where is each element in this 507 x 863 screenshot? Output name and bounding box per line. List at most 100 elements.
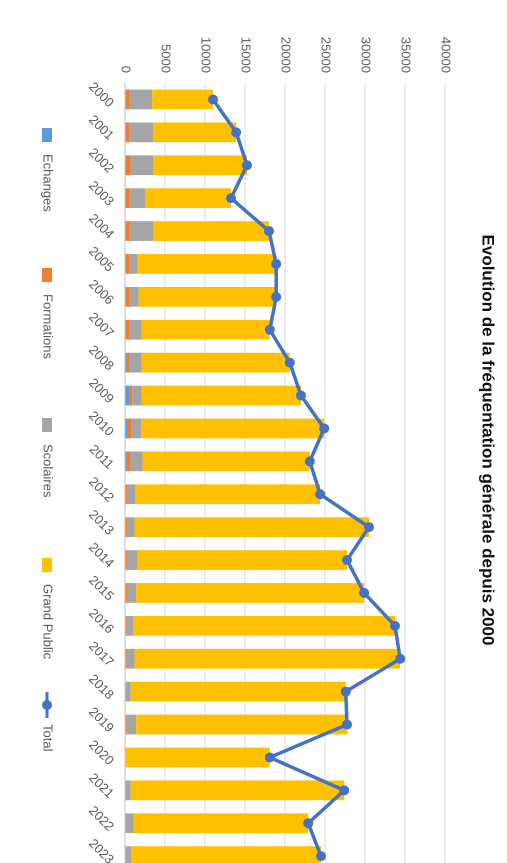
total-point: [390, 620, 400, 631]
bar-segment: [153, 155, 247, 176]
bar-segment: [129, 221, 153, 241]
x-tick-label: 2001: [86, 112, 117, 143]
bar-segment: [153, 221, 269, 241]
x-tick-label: 2021: [86, 770, 117, 801]
bar-segment: [125, 517, 128, 538]
bar-segment: [131, 418, 141, 439]
bar-segment: [125, 846, 132, 863]
bar-segment: [125, 747, 270, 768]
y-tick-label: 0: [119, 66, 134, 73]
x-tick-label: 2016: [86, 605, 117, 636]
bar-segment: [125, 615, 127, 636]
bar-segment: [136, 714, 347, 735]
bar-segment: [127, 418, 132, 439]
bar-segment: [127, 484, 136, 505]
bar-segment: [126, 352, 130, 373]
bar-segment: [125, 254, 129, 274]
bar-segment: [126, 714, 137, 735]
bar-segment: [124, 385, 130, 406]
total-point: [364, 522, 374, 533]
x-tick-label: 2023: [86, 836, 117, 863]
total-line: [211, 98, 403, 857]
bar-segment: [129, 122, 153, 143]
total-point: [208, 94, 218, 105]
total-point: [319, 423, 330, 434]
bar-segment: [125, 583, 128, 603]
y-tick-label: 20000: [279, 37, 294, 73]
bar-segment: [136, 583, 365, 603]
bar-segment: [127, 550, 137, 570]
total-point: [271, 258, 282, 269]
bar-segment: [129, 286, 139, 307]
x-tick-label: 2015: [86, 572, 117, 603]
legend-label: Grand Public: [41, 584, 56, 660]
x-tick-label: 2020: [86, 737, 117, 768]
x-tick-label: 2006: [86, 276, 117, 307]
x-tick-label: 2014: [86, 540, 117, 571]
bar-segment: [125, 648, 127, 669]
y-tick-label: 5000: [159, 44, 174, 73]
bar-segment: [135, 484, 321, 505]
bar-segment: [130, 681, 346, 702]
bar-segment: [125, 89, 130, 110]
total-point: [340, 686, 351, 697]
y-tick-label: 40000: [439, 37, 454, 73]
bar-segment: [126, 648, 135, 669]
bar-segment: [125, 188, 130, 209]
legend-point: [42, 700, 52, 710]
x-tick-label: 2011: [87, 442, 117, 472]
bar-segment: [132, 385, 142, 406]
total-point: [271, 291, 282, 302]
bar-segment: [141, 319, 270, 340]
x-tick-label: 2009: [86, 375, 117, 406]
total-point: [242, 160, 252, 171]
x-tick-label: 2013: [86, 507, 117, 538]
total-point: [342, 555, 352, 566]
legend-swatch: [42, 128, 52, 142]
legend-swatch: [42, 418, 52, 432]
bar-segment: [134, 517, 369, 538]
total-point: [264, 324, 275, 335]
bar-segment: [128, 319, 142, 340]
bar-segment: [133, 813, 309, 834]
total-point: [303, 818, 314, 829]
bar-segment: [130, 451, 143, 472]
bar-segment: [141, 385, 301, 406]
bar-segment: [133, 615, 395, 636]
bar-segment: [125, 714, 127, 735]
y-tick-label: 25000: [319, 37, 334, 73]
bar-segment: [125, 221, 130, 241]
x-tick-label: 2019: [86, 704, 117, 735]
total-point: [304, 456, 315, 467]
y-tick-label: 35000: [399, 37, 414, 73]
total-point: [342, 719, 352, 730]
bar-segment: [129, 385, 133, 406]
bar-segment: [152, 89, 213, 110]
bar-segment: [125, 122, 130, 143]
bar-segment: [141, 418, 325, 439]
x-tick-label: 2004: [86, 211, 117, 242]
x-tick-label: 2022: [86, 803, 117, 834]
total-point: [296, 390, 306, 401]
x-tick-label: 2003: [86, 178, 117, 209]
bar-segment: [125, 780, 131, 801]
total-point: [395, 653, 406, 664]
total-point: [284, 357, 295, 368]
x-tick-label: 2010: [86, 408, 117, 439]
x-tick-label: 2012: [86, 474, 117, 505]
x-tick-label: 2007: [86, 309, 117, 340]
total-point: [339, 785, 350, 796]
total-point: [315, 489, 326, 500]
bar-segment: [138, 286, 277, 307]
x-tick-label: 2005: [86, 243, 117, 274]
bar-segment: [153, 122, 237, 143]
total-point: [226, 193, 236, 204]
bar-segment: [125, 484, 128, 505]
bar-segment: [125, 319, 129, 340]
bar-segment: [127, 517, 135, 538]
chart-title: Evolution de la fréquentation générale d…: [479, 235, 498, 646]
legend-label: Scolaires: [41, 444, 56, 498]
bar-segment: [130, 155, 153, 176]
